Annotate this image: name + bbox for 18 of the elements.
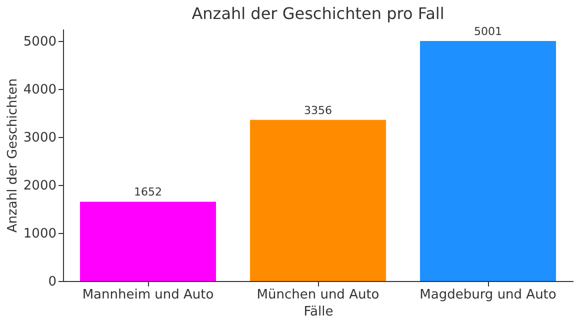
- bar: [420, 40, 556, 281]
- x-tick-label: Mannheim und Auto: [82, 288, 214, 302]
- y-tick-label: 5000: [23, 34, 56, 50]
- y-tick-label: 1000: [23, 226, 56, 242]
- y-axis-title: Anzahl der Geschichten: [5, 78, 20, 233]
- data-label: 1652: [134, 186, 162, 199]
- data-label: 3356: [304, 104, 332, 117]
- x-tick-label: München und Auto: [256, 288, 380, 302]
- y-tick-label: 4000: [23, 82, 56, 98]
- chart-title: Anzahl der Geschichten pro Fall: [192, 4, 444, 23]
- y-tick-label: 2000: [23, 178, 56, 194]
- x-axis-title: Fälle: [304, 304, 334, 320]
- data-label: 5001: [474, 24, 502, 38]
- x-tick-label: Magdeburg und Auto: [420, 288, 556, 302]
- bar: [250, 120, 386, 281]
- y-tick-label: 3000: [23, 130, 56, 146]
- y-tick-label: 0: [48, 274, 56, 290]
- bar: [80, 202, 216, 281]
